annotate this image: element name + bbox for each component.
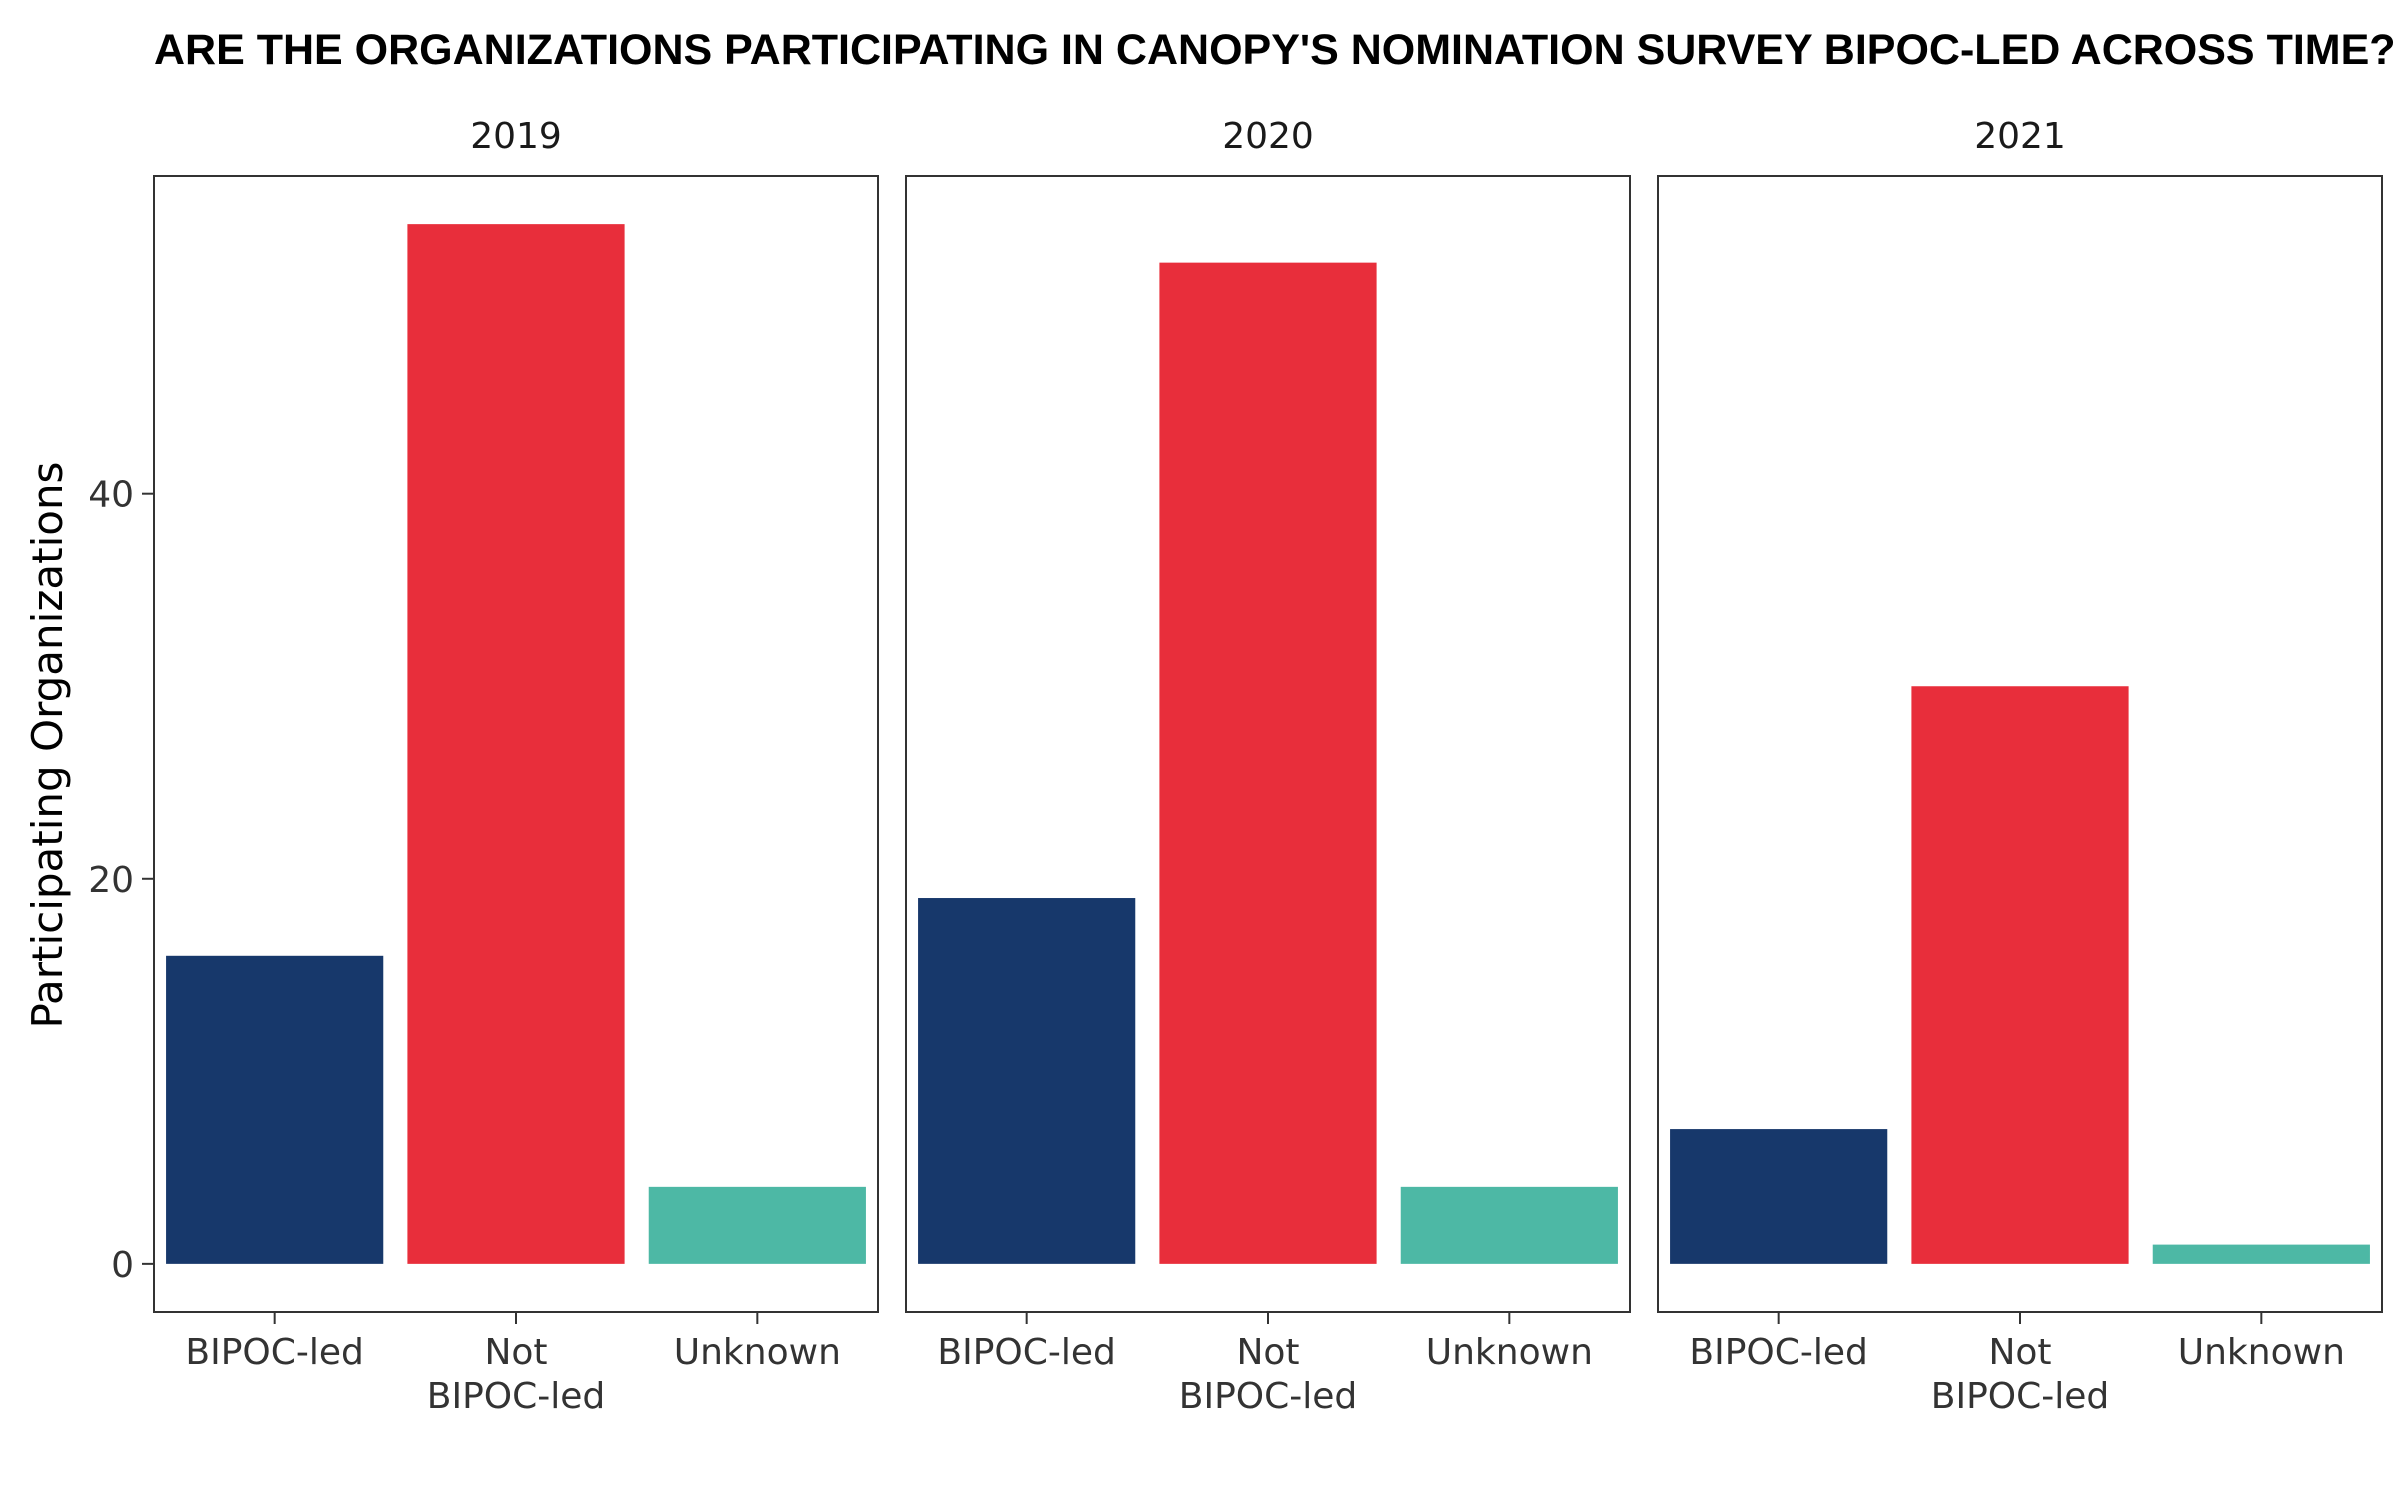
x-tick-label: Unknown (674, 1332, 841, 1373)
facet-panel-2020: 2020 BIPOC-led Not BIPOC-led Unknown (905, 116, 1631, 1417)
bar-2019-1 (407, 224, 625, 1264)
facet-strip-label: 2020 (1222, 116, 1314, 157)
x-tick-label: BIPOC-led (1689, 1332, 1868, 1373)
bar-2021-1 (1911, 686, 2129, 1264)
bar-2020-2 (1400, 1186, 1618, 1264)
bar-2021-2 (2152, 1244, 2370, 1264)
y-tick-label: 20 (88, 860, 134, 901)
facet-strip-label: 2019 (470, 116, 562, 157)
x-tick-label: Unknown (1426, 1332, 1593, 1373)
bar-2020-1 (1159, 262, 1377, 1264)
chart-title: ARE THE ORGANIZATIONS PARTICIPATING IN C… (154, 26, 2396, 74)
y-axis-title: Participating Organizations (23, 462, 72, 1029)
x-tick-label: Not BIPOC-led (1931, 1332, 2110, 1417)
x-tick-label: Unknown (2178, 1332, 2345, 1373)
bar-2021-0 (1670, 1129, 1888, 1264)
x-tick-label: Not BIPOC-led (1179, 1332, 1358, 1417)
x-tick-label: Not BIPOC-led (427, 1332, 606, 1417)
y-tick-label: 0 (111, 1245, 134, 1286)
x-tick-label: BIPOC-led (937, 1332, 1116, 1373)
facet-panel-2019: 2019 BIPOC-led Not BIPOC-led Unknown (153, 116, 879, 1417)
facet-strip-label: 2021 (1974, 116, 2066, 157)
bar-2019-0 (166, 955, 384, 1264)
y-tick-label: 40 (88, 475, 134, 516)
facet-panels: 2019 BIPOC-led Not BIPOC-led Unknown 2020 BIPO… (153, 116, 2383, 1417)
y-axis: 0 20 40 (88, 475, 154, 1286)
x-tick-label: BIPOC-led (185, 1332, 364, 1373)
bar-2019-2 (648, 1186, 866, 1264)
facet-panel-2021: 2021 BIPOC-led Not BIPOC-led Unknown (1657, 116, 2383, 1417)
bar-2020-0 (918, 898, 1136, 1264)
